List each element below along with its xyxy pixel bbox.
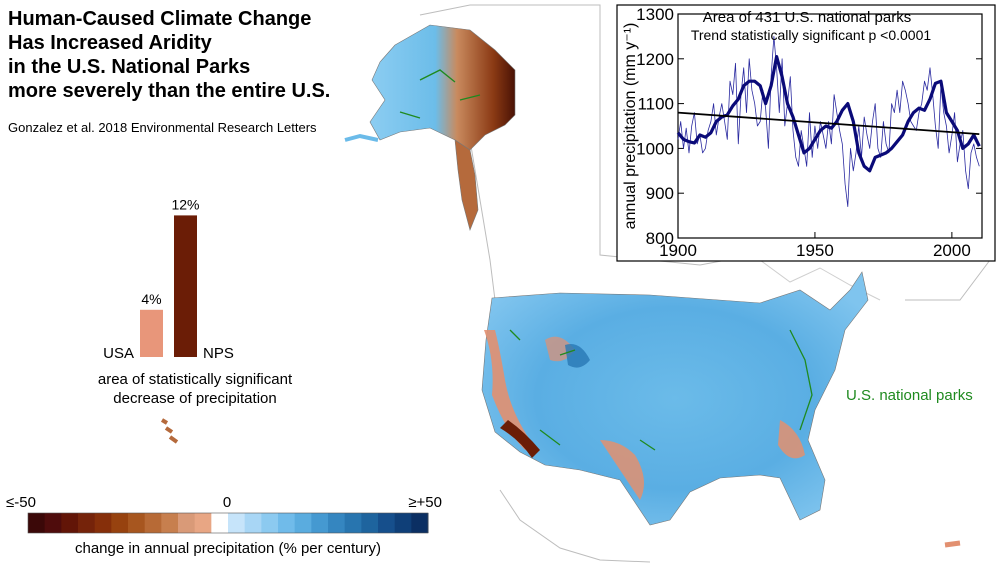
colorbar: ≤-50 0 ≥+50 [6,494,442,534]
alaska-panhandle [454,139,479,231]
colorbar-swatch [328,513,346,533]
colorbar-swatch [278,513,296,533]
colorbar-swatch [344,513,362,533]
precipitation-time-series: 800 900 1000 1100 1200 1300 1900 1950 2000 Area o… [616,4,996,262]
series-trend [677,111,980,135]
y-tick-label: 1300 [636,5,674,24]
x-tick-label: 1950 [796,241,834,260]
colorbar-swatch [94,513,112,533]
colorbar-swatch [28,513,46,533]
aleutian-islands [344,133,379,142]
y-tick-label: 1000 [636,139,674,158]
conus-map [481,271,869,526]
colorbar-swatch [194,513,212,533]
citation: Gonzalez et al. 2018 Environmental Resea… [8,120,317,135]
puerto-rico [944,540,961,548]
bar-value-label: 12% [171,196,199,212]
colorbar-swatch [144,513,162,533]
colorbar-min-label: ≤-50 [6,494,36,511]
colorbar-swatch [294,513,312,533]
figure-title: Human-Caused Climate Change Has Increase… [8,7,330,103]
southeast-drying [778,420,805,459]
colorbar-swatch [378,513,396,533]
chart-subtitle: Trend statistically significant p <0.000… [691,27,932,43]
bar-chart-caption: area of statistically significant decrea… [70,370,320,408]
colorbar-swatch [78,513,96,533]
bar-caption-line-1: area of statistically significant [97,371,293,388]
conus-region [481,271,869,526]
bar-caption-line-2: decrease of precipitation [113,390,277,407]
y-tick-label: 800 [646,229,674,248]
hawaii [160,418,179,444]
y-tick-label: 1200 [636,50,674,69]
alaska-map [344,24,516,231]
colorbar-mid-label: 0 [223,494,231,511]
bar-category-label: USA [103,345,134,362]
title-line-3: in the U.S. National Parks [8,56,251,78]
y-tick-label: 900 [646,184,674,203]
west-coast-drying [484,330,530,450]
title-line-1: Human-Caused Climate Change [8,8,312,30]
title-line-2: Has Increased Aridity [8,32,212,54]
colorbar-swatch [311,513,329,533]
title-line-4: more severely than the entire U.S. [8,80,331,102]
bar-nps [174,215,197,357]
islands [160,418,961,548]
colorbar-swatch [44,513,62,533]
colorbar-frame [27,512,429,534]
x-tick-label: 2000 [933,241,971,260]
conus-nps-outlines [509,329,813,451]
colorbar-swatch [411,513,429,533]
colorbar-swatch [128,513,146,533]
colorbar-swatch [161,513,179,533]
colorbar-swatch [261,513,279,533]
series-thin [677,36,980,207]
y-tick-label: 1100 [637,95,674,114]
alaska-region [369,24,516,151]
colorbar-swatch [111,513,129,533]
pacific-coast-outline [469,139,496,301]
colorbar-swatch [361,513,379,533]
series-thick [676,55,981,173]
x-tick-label: 1900 [659,241,697,260]
colorbar-swatch [228,513,246,533]
colorbar-caption: change in annual precipitation (% per ce… [74,540,381,557]
colorbar-swatch [178,513,196,533]
texas-drying [600,440,644,500]
mexico-outline [499,489,651,563]
colorbar-max-label: ≥+50 [408,494,442,511]
colorbar-swatch [211,513,229,533]
bar-category-label: NPS [203,345,234,362]
alaska-nps-outlines [399,69,481,119]
colorbar-swatch [61,513,79,533]
rockies-wetting [565,344,590,368]
nps-legend-label: U.S. national parks [846,387,973,404]
bar-chart: 4% 12% USA NPS [103,196,234,362]
bar-usa [140,309,163,357]
chart-title: Area of 431 U.S. national parks [703,9,911,26]
bar-value-label: 4% [141,291,161,307]
colorbar-swatch [244,513,262,533]
southern-california-drying [500,420,540,458]
plot-frame [677,13,983,239]
y-axis-label: annual precipitation (mm y⁻¹) [622,23,639,230]
inset-panel [616,4,996,262]
colorbar-swatch [394,513,412,533]
